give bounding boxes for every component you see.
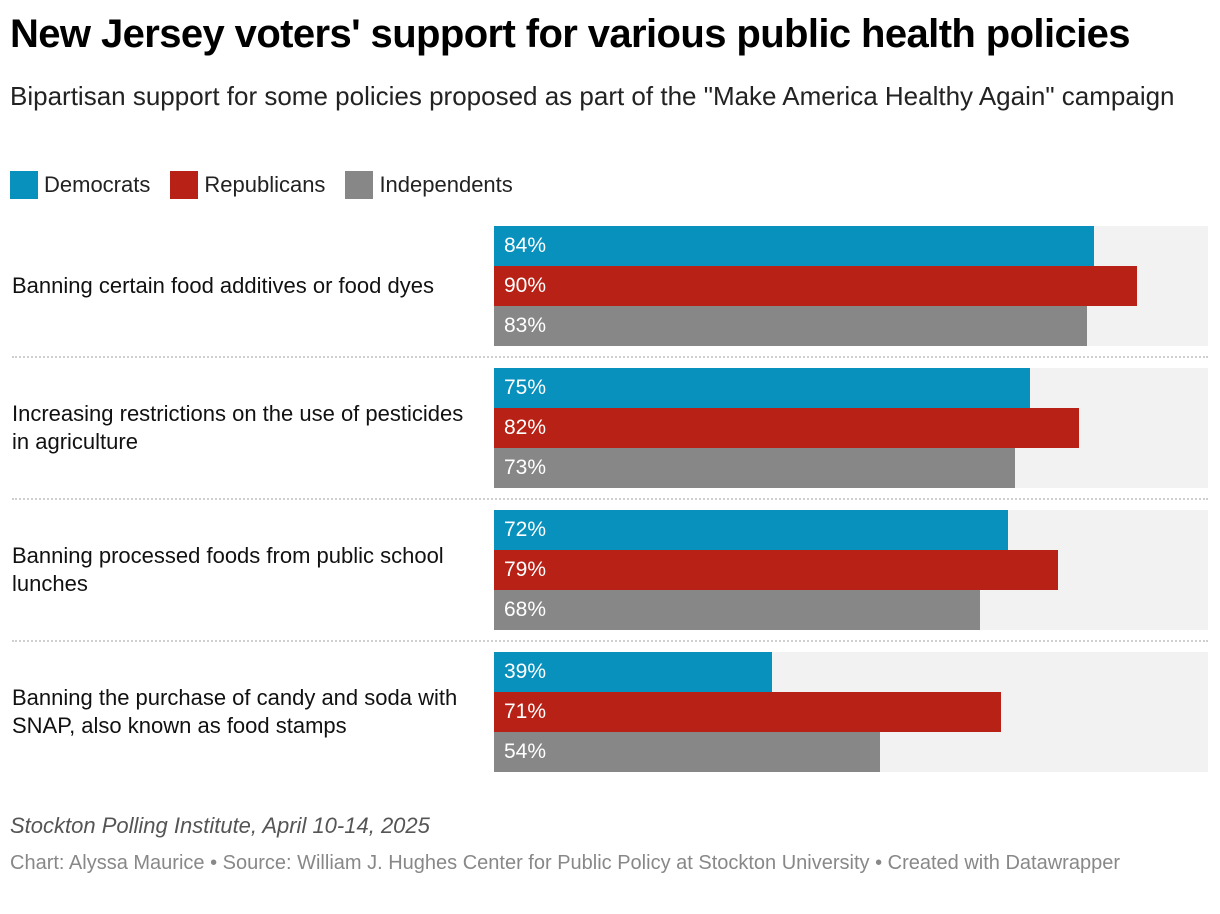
bar-value-label: 71%: [504, 700, 547, 723]
bar-republicans: 82%: [494, 408, 1080, 448]
bar-value-label: 83%: [504, 314, 547, 337]
bar-value-label: 82%: [504, 416, 547, 439]
category-label: Banning the purchase of candy and soda w…: [12, 685, 458, 738]
bar-democrats: 39%: [494, 652, 773, 692]
chart-title: New Jersey voters' support for various p…: [10, 12, 1131, 56]
chart-credit: Chart: Alyssa Maurice • Source: William …: [10, 852, 1120, 874]
bar-democrats: 75%: [494, 368, 1030, 408]
bar-democrats: 84%: [494, 226, 1094, 266]
legend-item-independents: Independents: [345, 171, 513, 199]
legend-swatch-democrats: [10, 171, 38, 199]
group-separator: [12, 498, 1208, 500]
bar-independents: 73%: [494, 448, 1016, 488]
bar-republicans: 90%: [494, 266, 1137, 306]
bar-track: 75% 82% 73%: [494, 368, 1208, 488]
category-label: Banning certain food additives or food d…: [12, 273, 434, 298]
bar-track: 84% 90% 83%: [494, 226, 1208, 346]
bar-independents: 68%: [494, 590, 980, 630]
bar-track: 39% 71% 54%: [494, 652, 1208, 772]
chart-subtitle: Bipartisan support for some policies pro…: [10, 81, 1175, 111]
legend-item-democrats: Democrats: [10, 171, 150, 199]
bar-independents: 54%: [494, 732, 880, 772]
bar-democrats: 72%: [494, 510, 1009, 550]
bar-value-label: 72%: [504, 518, 547, 541]
group-separator: [12, 640, 1208, 642]
bar-value-label: 79%: [504, 558, 547, 581]
category-label: Banning processed foods from public scho…: [12, 543, 444, 596]
bar-value-label: 90%: [504, 274, 547, 297]
chart-notes: Stockton Polling Institute, April 10-14,…: [10, 813, 430, 838]
bar-republicans: 71%: [494, 692, 1001, 732]
bar-republicans: 79%: [494, 550, 1059, 590]
legend-swatch-independents: [345, 171, 374, 199]
category-label: Increasing restrictions on the use of pe…: [12, 401, 464, 454]
legend-label: Republicans: [204, 172, 326, 197]
bar-value-label: 84%: [504, 234, 547, 257]
bar-value-label: 54%: [504, 740, 547, 763]
legend-label: Independents: [379, 172, 513, 197]
legend-item-republicans: Republicans: [170, 171, 325, 199]
group-separator: [12, 356, 1208, 358]
legend-swatch-republicans: [170, 171, 199, 199]
legend: Democrats Republicans Independents: [10, 171, 533, 199]
bar-value-label: 75%: [504, 376, 547, 399]
legend-label: Democrats: [44, 172, 151, 197]
bar-value-label: 73%: [504, 456, 547, 479]
bar-value-label: 68%: [504, 598, 547, 621]
bar-independents: 83%: [494, 306, 1087, 346]
bar-value-label: 39%: [504, 660, 547, 683]
bar-track: 72% 79% 68%: [494, 510, 1208, 630]
